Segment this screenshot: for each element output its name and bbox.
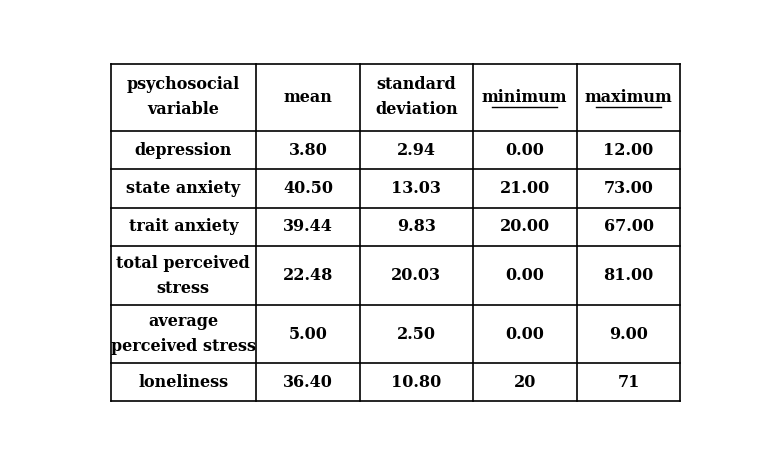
Text: 20.03: 20.03 (391, 267, 441, 284)
Text: 40.50: 40.50 (283, 180, 333, 197)
Text: 5.00: 5.00 (289, 326, 327, 343)
Text: 0.00: 0.00 (506, 326, 544, 343)
Text: 71: 71 (617, 374, 640, 391)
Text: standard
deviation: standard deviation (375, 76, 458, 118)
Text: mean: mean (283, 89, 332, 106)
Text: 36.40: 36.40 (283, 374, 333, 391)
Text: 0.00: 0.00 (506, 267, 544, 284)
Text: 0.00: 0.00 (506, 142, 544, 158)
Text: maximum: maximum (584, 89, 673, 106)
Text: 2.50: 2.50 (397, 326, 436, 343)
Text: 81.00: 81.00 (604, 267, 653, 284)
Text: 21.00: 21.00 (499, 180, 550, 197)
Text: 73.00: 73.00 (604, 180, 653, 197)
Text: 3.80: 3.80 (289, 142, 327, 158)
Text: 12.00: 12.00 (604, 142, 653, 158)
Text: 10.80: 10.80 (391, 374, 441, 391)
Text: minimum: minimum (482, 89, 568, 106)
Text: 9.83: 9.83 (397, 218, 436, 235)
Text: 22.48: 22.48 (283, 267, 333, 284)
Text: state anxiety: state anxiety (126, 180, 241, 197)
Text: depression: depression (135, 142, 232, 158)
Text: average
perceived stress: average perceived stress (111, 313, 256, 355)
Text: 39.44: 39.44 (283, 218, 333, 235)
Text: 67.00: 67.00 (604, 218, 653, 235)
Text: 13.03: 13.03 (391, 180, 441, 197)
Text: 9.00: 9.00 (609, 326, 648, 343)
Text: 20.00: 20.00 (499, 218, 550, 235)
Text: psychosocial
variable: psychosocial variable (126, 76, 240, 118)
Text: trait anxiety: trait anxiety (129, 218, 238, 235)
Text: 2.94: 2.94 (397, 142, 436, 158)
Text: loneliness: loneliness (138, 374, 228, 391)
Text: 20: 20 (513, 374, 536, 391)
Text: total perceived
stress: total perceived stress (116, 255, 250, 297)
